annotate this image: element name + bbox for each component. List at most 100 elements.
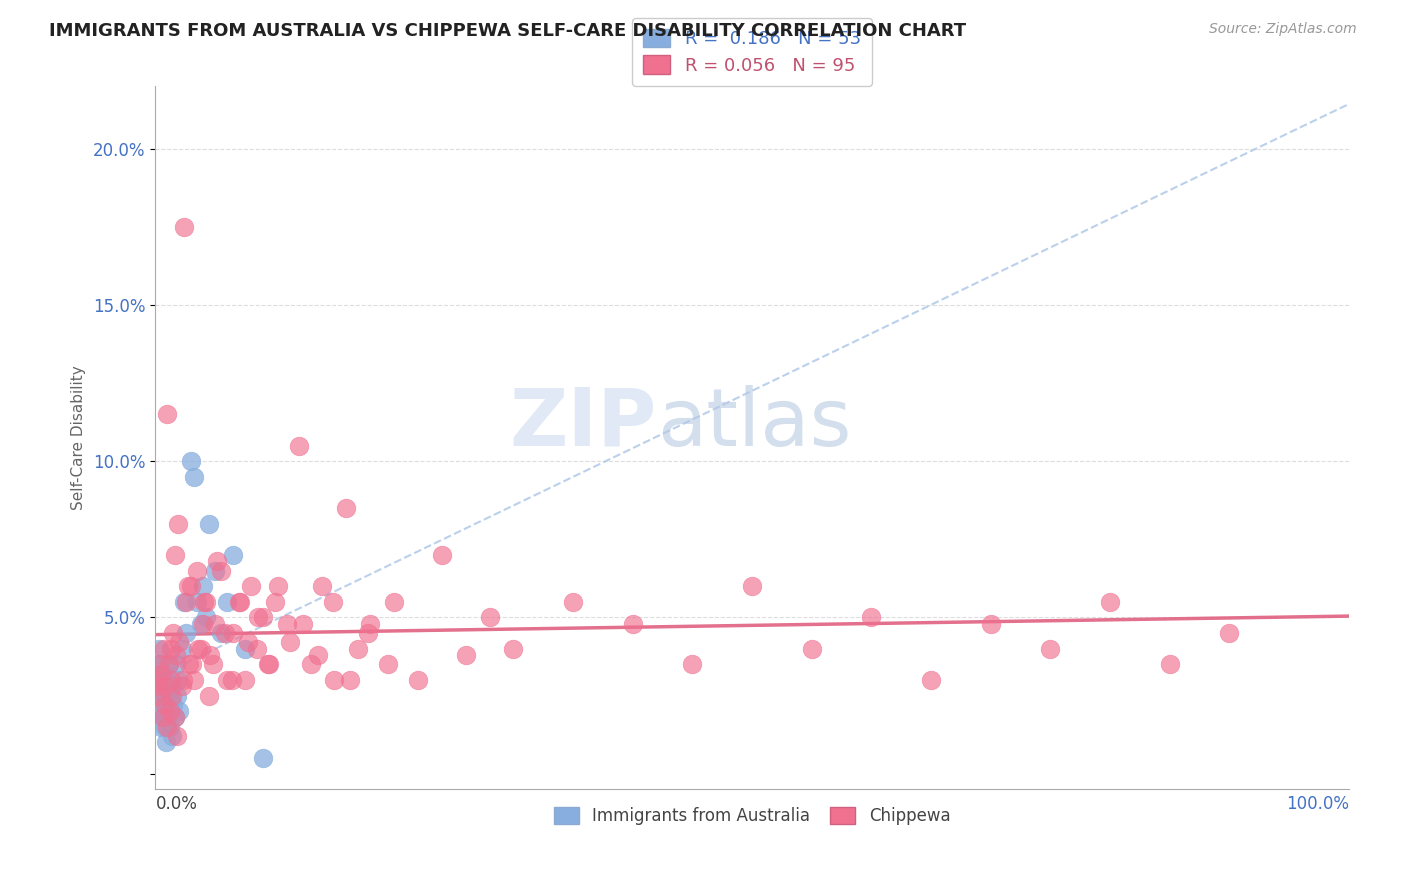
Point [156,673,179,687]
Point [172,673,194,687]
Point [322,595,344,609]
Point [152,710,174,724]
Point [198,689,221,703]
Point [311,579,333,593]
Point [190,616,212,631]
Point [167,516,190,531]
Point [221,673,243,687]
Point [357,626,380,640]
Point [980,616,1002,631]
Point [246,641,269,656]
Point [155,735,177,749]
Point [150,698,173,712]
Point [156,408,179,422]
Point [377,657,399,672]
Point [339,673,361,687]
Point [148,689,170,703]
Point [163,710,186,724]
Point [145,673,167,687]
Point [207,554,229,568]
Point [170,679,193,693]
Point [194,595,217,609]
Point [1159,657,1181,672]
Point [191,579,214,593]
Point [149,657,172,672]
Point [276,616,298,631]
Point [222,626,245,640]
Point [800,641,823,656]
Point [222,548,245,562]
Point [156,720,179,734]
Point [162,698,184,712]
Point [176,595,198,609]
Point [180,579,202,593]
Point [209,626,232,640]
Point [153,698,176,712]
Point [162,626,184,640]
Point [741,579,763,593]
Point [454,648,477,662]
Point [159,704,181,718]
Point [156,710,179,724]
Point [681,657,703,672]
Point [194,610,217,624]
Point [160,689,183,703]
Point [157,704,180,718]
Point [159,720,181,734]
Point [183,470,205,484]
Point [215,595,238,609]
Point [160,729,183,743]
Point [323,673,346,687]
Text: atlas: atlas [657,384,851,463]
Point [173,595,195,609]
Point [200,648,222,662]
Point [153,698,176,712]
Point [228,595,250,609]
Point [146,679,169,693]
Point [177,657,200,672]
Point [160,641,183,656]
Point [152,666,174,681]
Point [148,641,170,656]
Text: 0.0%: 0.0% [156,795,197,813]
Point [214,626,236,640]
Point [148,657,170,672]
Point [191,616,214,631]
Point [150,666,173,681]
Point [163,710,186,724]
Point [920,673,942,687]
Point [233,641,256,656]
Point [159,689,181,703]
Point [170,641,193,656]
Point [153,720,176,734]
Point [229,595,252,609]
Point [256,657,278,672]
Point [149,704,172,718]
Point [152,710,174,724]
Point [406,673,429,687]
Point [176,579,198,593]
Point [562,595,585,609]
Point [152,704,174,718]
Point [287,439,309,453]
Point [145,673,167,687]
Point [166,729,188,743]
Point [190,641,212,656]
Point [478,610,501,624]
Point [152,679,174,693]
Point [193,595,215,609]
Point [149,679,172,693]
Point [187,641,209,656]
Point [167,673,190,687]
Point [165,648,187,662]
Point [502,641,524,656]
Point [160,673,183,687]
Point [299,657,322,672]
Point [150,673,173,687]
Point [239,579,262,593]
Legend: Immigrants from Australia, Chippewa: Immigrants from Australia, Chippewa [546,798,959,834]
Point [252,751,274,765]
Point [252,610,274,624]
Point [430,548,453,562]
Point [157,657,180,672]
